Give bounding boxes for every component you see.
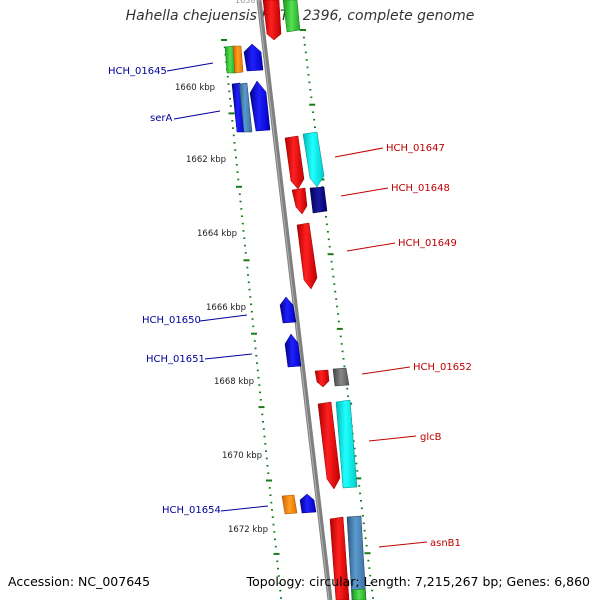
gene-asnb1[interactable]: [329, 516, 350, 600]
genome-backbone: [256, 0, 333, 600]
gene-hch-01649[interactable]: [296, 222, 318, 290]
accession-text: Accession: NC_007645: [8, 574, 151, 589]
gene-asnb1-steel[interactable]: [346, 515, 367, 600]
genome-summary-text: Topology: circular; Length: 7,215,267 bp…: [246, 574, 590, 589]
gene-glcb[interactable]: [317, 401, 341, 490]
kbp-label-1658-partial: 1658 kbp: [235, 0, 273, 5]
gene-hch-01645-orange[interactable]: [232, 45, 244, 74]
kbp-label-1662: 1662 kbp: [186, 155, 226, 165]
kbp-label-1670: 1670 kbp: [222, 451, 262, 461]
kbp-label-1660: 1660 kbp: [175, 83, 215, 93]
label-hch-01649[interactable]: HCH_01649: [398, 238, 457, 249]
label-hch-01651[interactable]: HCH_01651: [146, 354, 205, 365]
right-gene-labels: HCH_01647 HCH_01648 HCH_01649 HCH_01652 …: [334, 143, 472, 549]
gene-hch-01652-gray[interactable]: [332, 367, 350, 387]
gene-hch-01645[interactable]: [243, 43, 264, 72]
gene-top-red[interactable]: [262, 0, 282, 41]
gene-hch-01648-navy[interactable]: [309, 186, 328, 214]
gene-hch-01647-cyan[interactable]: [302, 131, 325, 188]
label-asnb1[interactable]: asnB1: [430, 538, 461, 549]
label-hch-01652[interactable]: HCH_01652: [413, 362, 472, 373]
kbp-label-1664: 1664 kbp: [197, 229, 237, 239]
gene-hch-01654-orange[interactable]: [281, 494, 298, 515]
gene-hch-01647[interactable]: [284, 135, 305, 190]
label-sera[interactable]: serA: [150, 113, 172, 124]
gene-sera-steel[interactable]: [238, 82, 253, 133]
label-hch-01647[interactable]: HCH_01647: [386, 143, 445, 154]
left-gene-labels: HCH_01645 serA HCH_01650 HCH_01651 HCH_0…: [108, 62, 269, 516]
gene-glcb-cyan[interactable]: [335, 399, 358, 489]
label-hch-01648[interactable]: HCH_01648: [391, 183, 450, 194]
gene-hch-01654[interactable]: [299, 493, 317, 514]
gene-asnb1-green[interactable]: [351, 588, 367, 600]
kbp-label-1668: 1668 kbp: [214, 377, 254, 387]
kbp-label-1666: 1666 kbp: [206, 303, 246, 313]
gene-top-green[interactable]: [282, 0, 301, 33]
label-hch-01650[interactable]: HCH_01650: [142, 315, 201, 326]
label-hch-01645[interactable]: HCH_01645: [108, 66, 167, 77]
gene-sera[interactable]: [249, 80, 271, 132]
gene-hch-01650[interactable]: [279, 296, 297, 324]
kbp-label-1672: 1672 kbp: [228, 525, 268, 535]
map-title: Hahella chejuensis KCTC 2396, complete g…: [125, 8, 475, 24]
gene-hch-01651[interactable]: [284, 333, 302, 368]
gene-hch-01652[interactable]: [314, 369, 330, 388]
gene-hch-01648[interactable]: [291, 187, 308, 215]
label-hch-01654[interactable]: HCH_01654: [162, 505, 221, 516]
label-glcb[interactable]: glcB: [420, 432, 442, 443]
